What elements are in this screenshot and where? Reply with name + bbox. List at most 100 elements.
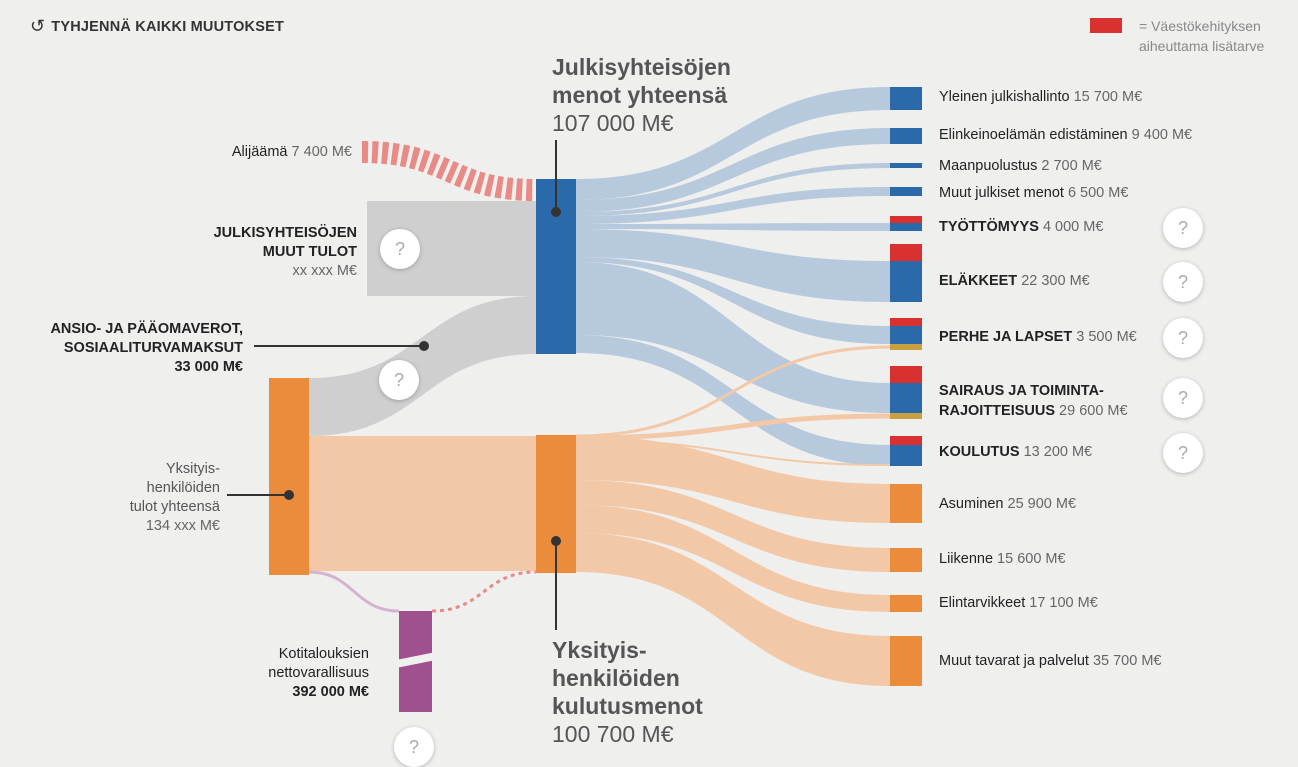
private-share-bar-8 bbox=[890, 413, 922, 419]
public-item-value: 6 500 M€ bbox=[1067, 185, 1129, 201]
reset-label: TYHJENNÄ KAIKKI MUUTOKSET bbox=[51, 18, 285, 35]
private-item-bar-2 bbox=[890, 548, 922, 572]
private-item-value: 15 600 M€ bbox=[997, 551, 1066, 567]
private-item-value: 35 700 M€ bbox=[1092, 653, 1162, 669]
public-flow-1 bbox=[576, 87, 890, 200]
undo-icon: ↺ bbox=[30, 16, 46, 36]
help-button-7[interactable]: ? bbox=[1163, 318, 1203, 358]
help-button-8[interactable]: ? bbox=[1163, 378, 1203, 418]
public-item-value: 22 300 M€ bbox=[1021, 273, 1090, 289]
other-income-line2: MUUT TULOT bbox=[262, 244, 357, 260]
private-item-label-1: Asuminen 25 900 M€ bbox=[939, 496, 1076, 512]
extra-need-bar-5 bbox=[890, 216, 922, 223]
other-income-line1: JULKISYHTEISÖJEN bbox=[213, 225, 357, 241]
taxes-line1: ANSIO- JA PÄÄOMAVEROT, bbox=[50, 321, 243, 337]
public-item-value: 13 200 M€ bbox=[1023, 444, 1093, 460]
private-total-line3: kulutusmenot bbox=[552, 693, 703, 719]
public-item-label-5: TYÖTTÖMYYS 4 000 M€ bbox=[939, 219, 1103, 235]
public-item-name: SAIRAUS JA TOIMINTA- bbox=[939, 383, 1104, 399]
flow-layer bbox=[227, 87, 922, 712]
wealth-outflow bbox=[308, 570, 400, 613]
public-item-value: 4 000 M€ bbox=[1042, 219, 1104, 235]
public-total-value: 107 000 M€ bbox=[552, 110, 674, 136]
public-item-value: 2 700 M€ bbox=[1041, 158, 1102, 174]
public-flow-4 bbox=[576, 187, 890, 224]
other-income-label: JULKISYHTEISÖJEN MUUT TULOT xx xxx M€ bbox=[214, 224, 357, 281]
private-flow-2 bbox=[576, 480, 890, 572]
public-item-label-8: SAIRAUS JA TOIMINTA- RAJOITTEISUUS 29 600… bbox=[939, 381, 1128, 421]
sankey-diagram: ↺ TYHJENNÄ KAIKKI MUUTOKSET = Väestökehi… bbox=[30, 16, 1264, 767]
public-item-name: Maanpuolustus bbox=[939, 158, 1038, 174]
private-income-value: 134 xxx M€ bbox=[145, 518, 220, 534]
extra-need-bar-8 bbox=[890, 366, 922, 383]
public-item-label-4: Muut julkiset menot 6 500 M€ bbox=[939, 185, 1128, 201]
public-item-name: Muut julkiset menot bbox=[939, 185, 1064, 201]
private-income-dot bbox=[284, 490, 294, 500]
other-income-value: xx xxx M€ bbox=[292, 263, 357, 279]
private-to-health-flow bbox=[575, 413, 891, 441]
public-item-name: PERHE JA LAPSET bbox=[939, 329, 1073, 345]
private-flow-1 bbox=[576, 436, 890, 523]
private-item-name: Liikenne bbox=[939, 551, 994, 567]
public-flow-8 bbox=[576, 262, 890, 413]
private-item-value: 17 100 M€ bbox=[1029, 595, 1098, 611]
taxes-dot bbox=[419, 341, 429, 351]
public-item-bar-9 bbox=[890, 445, 922, 466]
taxes-label: ANSIO- JA PÄÄOMAVEROT, SOSIAALITURVAMAKS… bbox=[50, 320, 243, 377]
help-button-5[interactable]: ? bbox=[1163, 208, 1203, 248]
private-income-label: Yksityis- henkilöiden tulot yhteensä 134… bbox=[130, 460, 220, 536]
taxes-line2: SOSIAALITURVAMAKSUT bbox=[63, 340, 243, 356]
public-item-bar-1 bbox=[890, 87, 922, 110]
extra-need-bar-7 bbox=[890, 318, 922, 326]
public-total-line2: menot yhteensä bbox=[552, 82, 728, 108]
public-flow-5 bbox=[576, 223, 890, 231]
private-total-line2: henkilöiden bbox=[552, 665, 680, 691]
other-income-help-button[interactable]: ? bbox=[380, 229, 420, 269]
taxes-value: 33 000 M€ bbox=[174, 359, 243, 375]
public-item-value: 9 400 M€ bbox=[1131, 127, 1193, 143]
public-item-label-6: ELÄKKEET 22 300 M€ bbox=[939, 273, 1090, 289]
private-share-bar-7 bbox=[890, 344, 922, 350]
public-item-bar-7 bbox=[890, 326, 922, 344]
public-item-label-1: Yleinen julkishallinto 15 700 M€ bbox=[939, 89, 1142, 105]
private-flow-4 bbox=[576, 533, 890, 686]
private-total-value: 100 700 M€ bbox=[552, 721, 674, 747]
wealth-help-button[interactable]: ? bbox=[394, 727, 434, 767]
public-item-name: TYÖTTÖMYYS bbox=[939, 219, 1039, 235]
public-item-bar-2 bbox=[890, 128, 922, 144]
other-income-flow bbox=[367, 201, 536, 296]
reset-all-button[interactable]: ↺ TYHJENNÄ KAIKKI MUUTOKSET bbox=[30, 16, 284, 37]
legend-line1: = Väestökehityksen bbox=[1139, 18, 1261, 34]
help-button-6[interactable]: ? bbox=[1163, 262, 1203, 302]
private-to-education-flow bbox=[575, 439, 891, 466]
public-item-label-9: KOULUTUS 13 200 M€ bbox=[939, 444, 1092, 460]
legend-text: = Väestökehityksen aiheuttama lisätarve bbox=[1139, 16, 1264, 56]
private-item-bar-3 bbox=[890, 595, 922, 612]
legend-line2: aiheuttama lisätarve bbox=[1139, 38, 1265, 54]
help-button-9[interactable]: ? bbox=[1163, 433, 1203, 473]
public-item-bar-5 bbox=[890, 223, 922, 231]
private-total-line1: Yksityis- bbox=[552, 637, 647, 663]
public-item-bar-3 bbox=[890, 163, 922, 168]
public-total-dot bbox=[551, 207, 561, 217]
private-item-label-3: Elintarvikkeet 17 100 M€ bbox=[939, 595, 1098, 611]
deficit-flow bbox=[361, 141, 537, 201]
public-item-bar-4 bbox=[890, 187, 922, 196]
extra-need-bar-6 bbox=[890, 244, 922, 261]
wealth-inflow bbox=[431, 570, 537, 613]
public-flow-9 bbox=[576, 335, 890, 466]
public-item-value: 3 500 M€ bbox=[1076, 329, 1137, 345]
public-item-label-2: Elinkeinoelämän edistäminen 9 400 M€ bbox=[939, 127, 1192, 143]
wealth-label: Kotitalouksien nettovarallisuus 392 000 … bbox=[268, 645, 369, 702]
wealth-value: 392 000 M€ bbox=[292, 684, 369, 700]
public-flow-3 bbox=[576, 163, 890, 216]
private-item-bar-4 bbox=[890, 636, 922, 686]
private-to-family-flow bbox=[575, 345, 891, 438]
private-item-label-2: Liikenne 15 600 M€ bbox=[939, 551, 1066, 567]
wealth-line1: Kotitalouksien bbox=[278, 646, 369, 662]
private-total-dot bbox=[551, 536, 561, 546]
taxes-help-button[interactable]: ? bbox=[379, 360, 419, 400]
private-income-line3: tulot yhteensä bbox=[129, 499, 220, 515]
private-item-value: 25 900 M€ bbox=[1007, 496, 1077, 512]
public-item-label-3: Maanpuolustus 2 700 M€ bbox=[939, 158, 1102, 174]
